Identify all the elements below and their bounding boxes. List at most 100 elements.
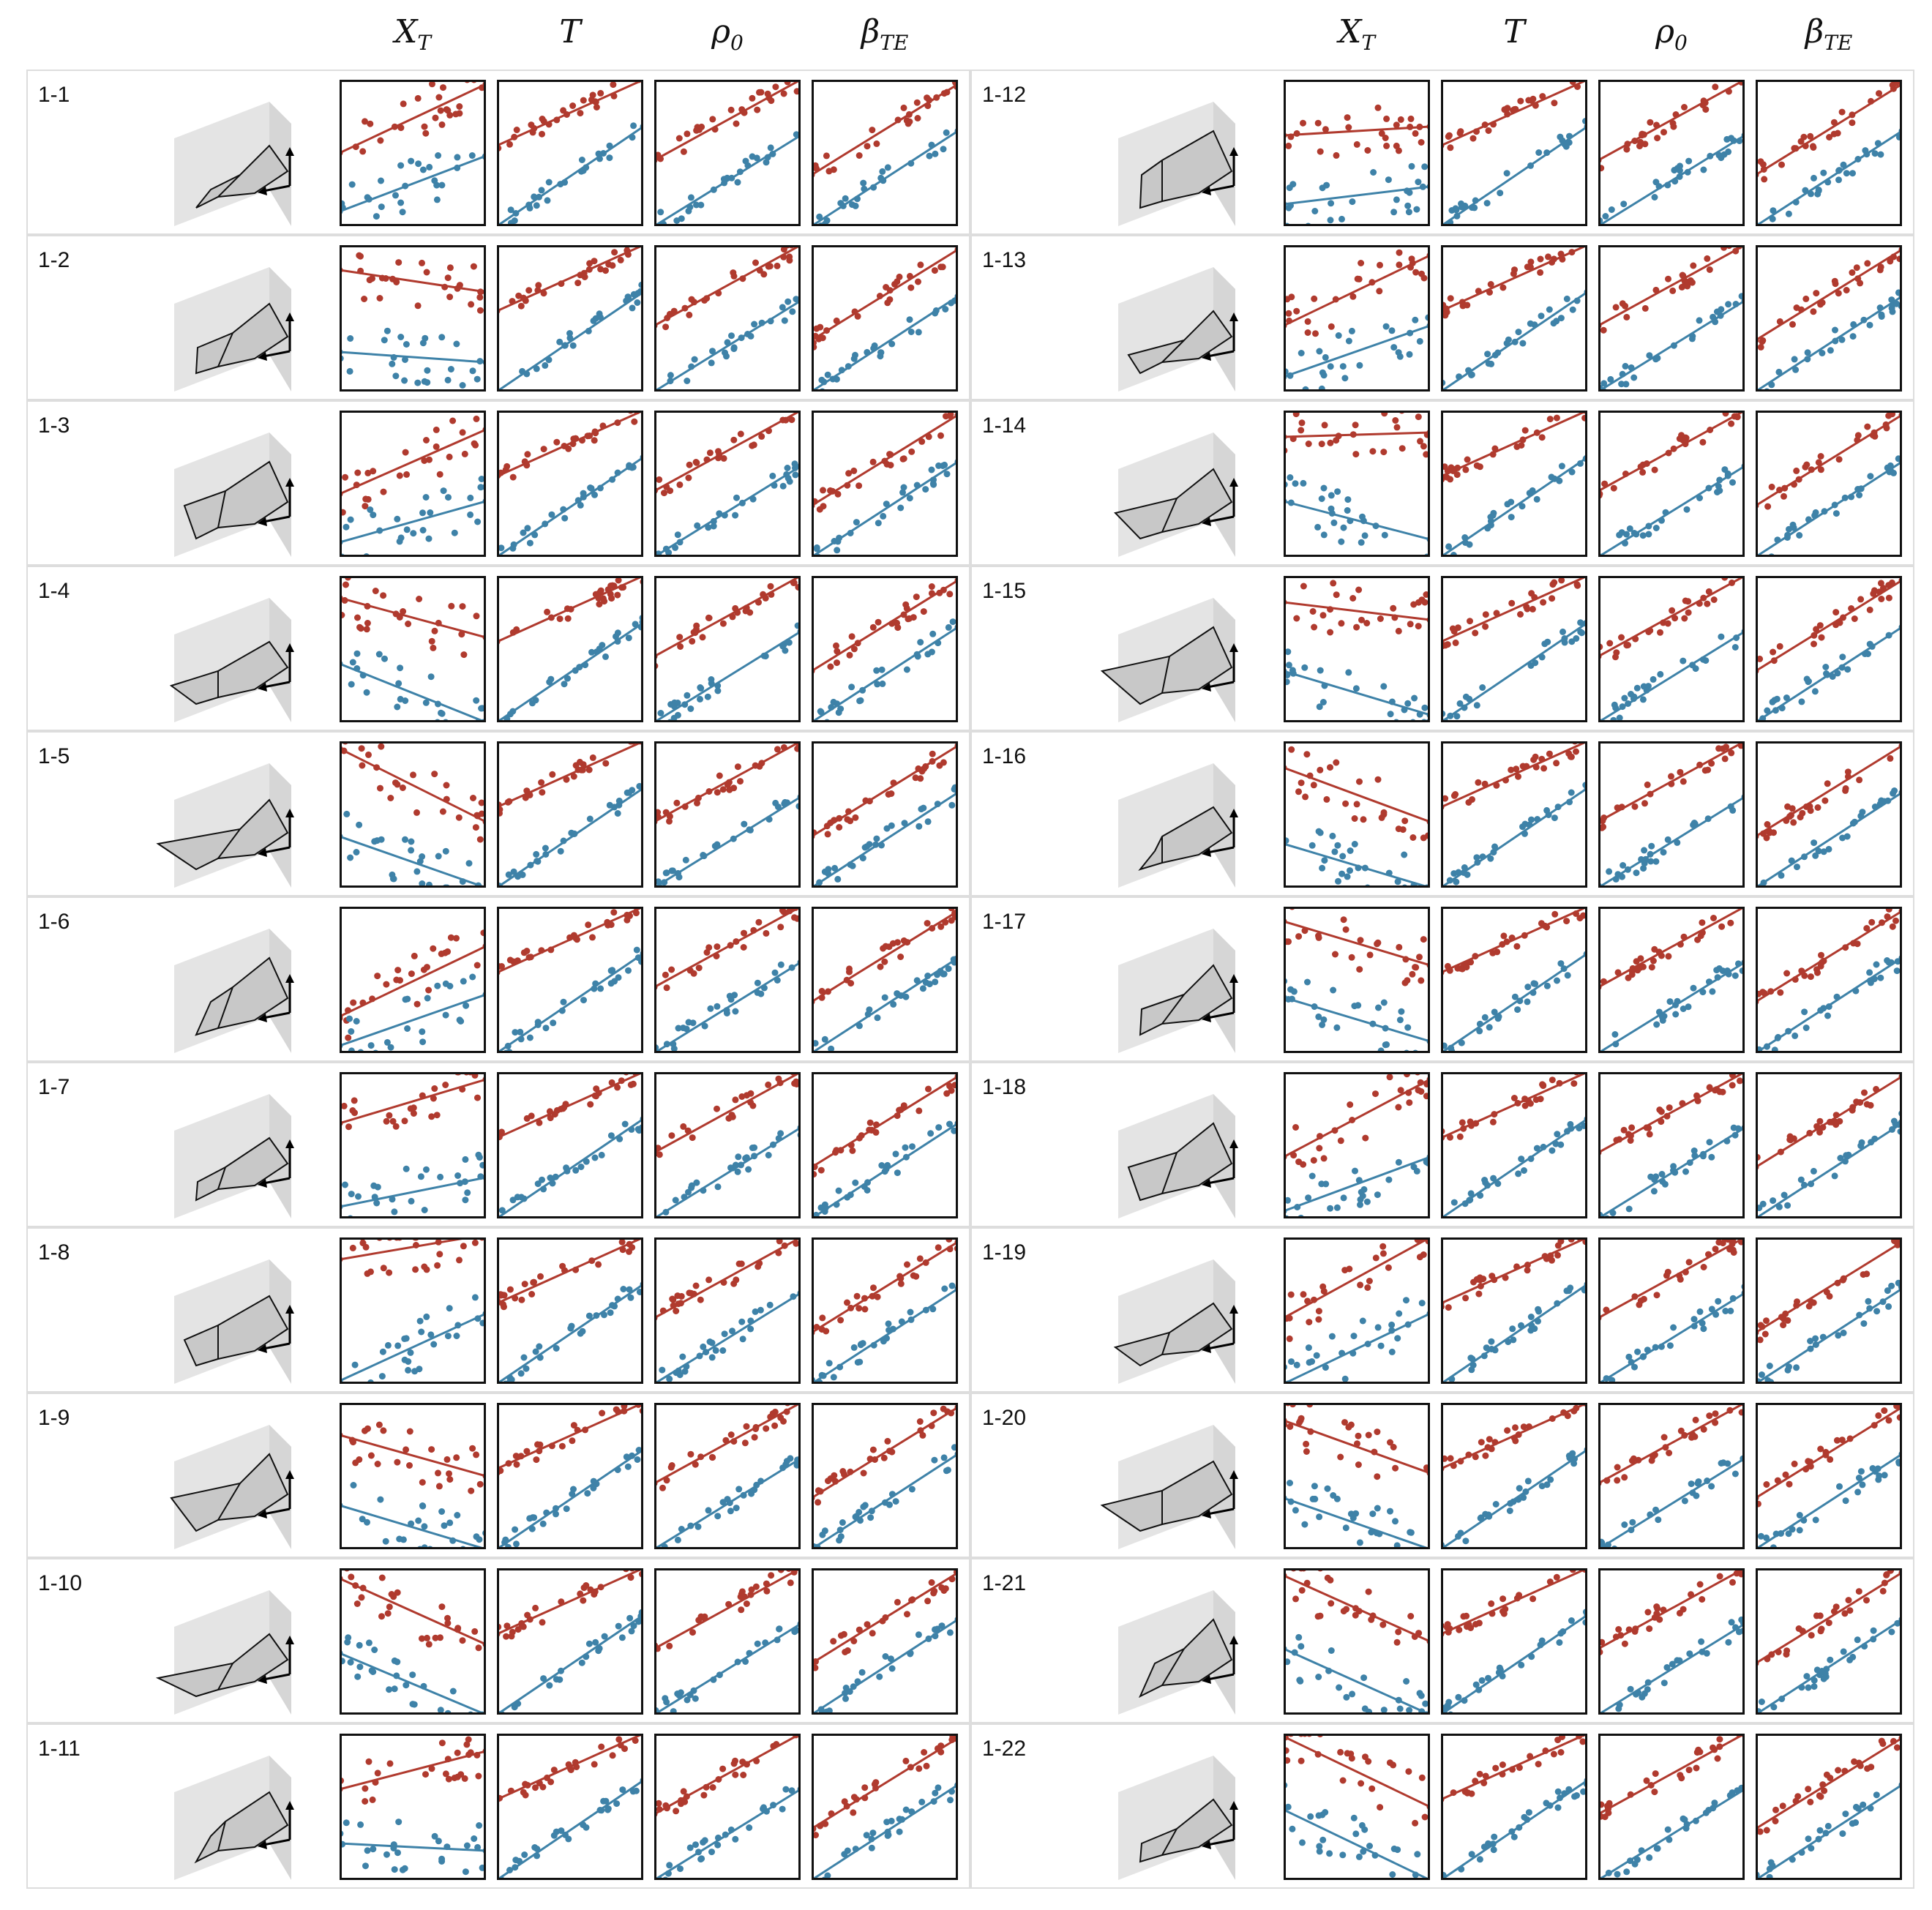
blue-point [348, 681, 355, 688]
blue-point [1638, 855, 1645, 863]
panel-3 [651, 903, 804, 1057]
blue-point [1640, 1353, 1647, 1360]
red-point [739, 275, 746, 282]
blue-point [1791, 356, 1798, 363]
blue-point [929, 1306, 937, 1313]
blue-point [700, 852, 707, 858]
red-point [1362, 1134, 1369, 1142]
red-fit-line [654, 78, 801, 162]
blue-point [1476, 1027, 1483, 1035]
blue-point [454, 164, 461, 171]
red-point [1890, 253, 1897, 261]
red-point [1549, 1415, 1556, 1422]
red-point [737, 778, 744, 785]
blue-point [1313, 1352, 1320, 1359]
blue-point [1518, 1322, 1524, 1329]
wing-planform [183, 460, 289, 540]
red-point [1462, 466, 1469, 473]
red-fit-line [811, 910, 959, 1003]
red-point [1540, 765, 1548, 772]
panel-frame [1441, 411, 1587, 557]
blue-point [1331, 848, 1338, 855]
blue-point [348, 1191, 355, 1198]
axis-arrowhead-vertical [1229, 312, 1238, 321]
blue-point [903, 666, 910, 673]
panel-3 [651, 1730, 804, 1884]
blue-point [1521, 830, 1528, 837]
red-point [716, 772, 723, 779]
blue-point [585, 1640, 593, 1647]
blue-point [402, 341, 410, 348]
red-point [829, 487, 836, 495]
red-point [402, 449, 409, 456]
blue-point [1890, 790, 1897, 797]
blue-point [1651, 194, 1658, 201]
blue-point [742, 1658, 749, 1665]
red-point [378, 1574, 386, 1581]
red-point [564, 615, 572, 622]
red-point [930, 1409, 937, 1417]
wing-kink-line [1161, 340, 1185, 363]
red-point [825, 988, 831, 995]
red-point [380, 488, 387, 495]
blue-point [948, 801, 956, 809]
blue-point [1683, 506, 1690, 513]
red-point [1353, 141, 1360, 148]
blue-point [1731, 972, 1739, 979]
red-point [1372, 1254, 1379, 1262]
red-point [923, 1762, 930, 1769]
blue-point [1344, 507, 1351, 514]
blue-point [520, 529, 527, 536]
red-point [348, 1573, 355, 1581]
wing-geometry-diagram [1118, 267, 1238, 392]
panel-frame [1284, 245, 1430, 392]
blue-point [427, 673, 435, 681]
blue-point [1873, 1308, 1881, 1315]
blue-point [413, 868, 421, 875]
blue-point [1356, 362, 1363, 369]
scatter-panel [651, 1565, 804, 1718]
red-point [608, 1079, 615, 1086]
red-point [812, 1832, 819, 1839]
red-point [1764, 821, 1771, 828]
red-point [1320, 1155, 1328, 1162]
blue-point [1662, 509, 1669, 516]
blue-point [1294, 1204, 1301, 1210]
red-point [1348, 954, 1355, 961]
wing-geometry-diagram [1118, 763, 1238, 888]
blue-point [1887, 462, 1894, 469]
red-point [1783, 970, 1791, 977]
red-point [1712, 1087, 1718, 1094]
blue-point [1301, 1521, 1308, 1528]
red-point [1287, 1423, 1294, 1430]
wing-planform [169, 640, 289, 705]
blue-point [545, 356, 553, 364]
red-point [1783, 817, 1790, 824]
red-point [1393, 142, 1400, 149]
blue-point [510, 541, 517, 548]
red-point [1517, 611, 1524, 618]
blue-point [364, 194, 371, 201]
red-fit-line [654, 1071, 801, 1154]
blue-point [469, 367, 476, 375]
blue-point [383, 1038, 391, 1046]
red-point [1539, 93, 1546, 100]
blue-point [1653, 1021, 1660, 1028]
blue-point [766, 1301, 774, 1308]
blue-point [384, 1341, 392, 1349]
blue-point [696, 1352, 703, 1360]
blue-point [1404, 187, 1411, 195]
blue-point [714, 682, 722, 689]
blue-point [346, 367, 353, 375]
red-point [861, 1295, 868, 1302]
blue-point [1350, 1333, 1358, 1340]
blue-point [683, 1363, 690, 1370]
red-point [387, 795, 394, 801]
blue-point [1329, 832, 1336, 839]
blue-point [842, 195, 849, 202]
red-point [714, 1105, 720, 1112]
blue-point [1811, 688, 1819, 695]
blue-point [1340, 524, 1347, 531]
blue-point [378, 203, 385, 211]
red-point [677, 1300, 684, 1307]
